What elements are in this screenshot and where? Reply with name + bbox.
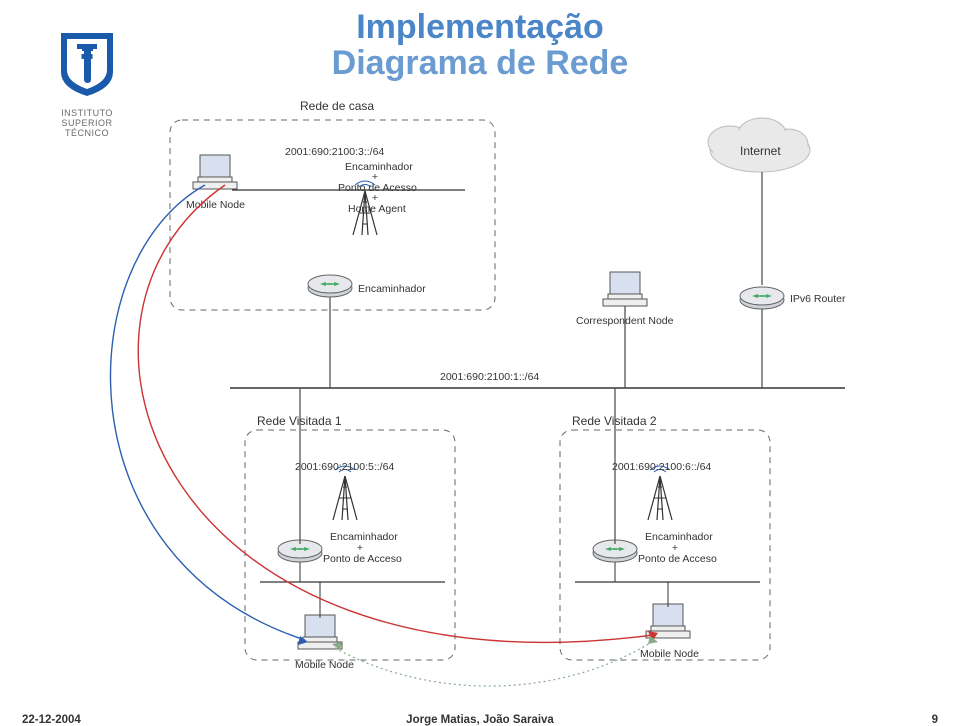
v1-stack-0: Encaminhador <box>330 531 398 543</box>
v1-mn-label: Mobile Node <box>295 659 354 671</box>
home-stack-0: Encaminhador <box>345 161 413 173</box>
v2-ap-icon <box>648 466 672 520</box>
correspondent-node-icon <box>603 272 647 306</box>
footer-date: 22-12-2004 <box>22 714 81 726</box>
v1-stack-2: Ponto de Acceso <box>323 553 402 565</box>
mobility-arc-dotted <box>335 640 655 686</box>
footer-authors: Jorge Matias, João Saraiva <box>406 714 554 726</box>
footer-page: 9 <box>932 714 938 726</box>
home-prefix: 2001:690:2100:3::/64 <box>285 146 384 158</box>
v2-stack-2: Ponto de Acceso <box>638 553 717 565</box>
home-router-label: Encaminhador <box>358 283 426 295</box>
v2-mn-label: Mobile Node <box>640 648 699 660</box>
backbone-prefix: 2001:690:2100:1::/64 <box>440 371 539 383</box>
home-stack-4: Home Agent <box>348 203 406 215</box>
network-diagram: Rede de casa Rede Visitada 1 Rede Visita… <box>0 0 960 720</box>
v1-prefix: 2001:690:2100:5::/64 <box>295 461 394 473</box>
home-mn-icon <box>193 155 237 189</box>
home-box-label: Rede de casa <box>300 99 374 113</box>
v2-prefix: 2001:690:2100:6::/64 <box>612 461 711 473</box>
internet-label: Internet <box>740 144 781 158</box>
v2-stack-0: Encaminhador <box>645 531 713 543</box>
home-router-icon <box>308 275 352 297</box>
ipv6-router-icon <box>740 287 784 309</box>
ipv6-router-label: IPv6 Router <box>790 293 846 305</box>
home-mn-label: Mobile Node <box>186 199 245 211</box>
mobility-arc-blue <box>110 185 305 640</box>
v1-ap-icon <box>333 466 357 520</box>
